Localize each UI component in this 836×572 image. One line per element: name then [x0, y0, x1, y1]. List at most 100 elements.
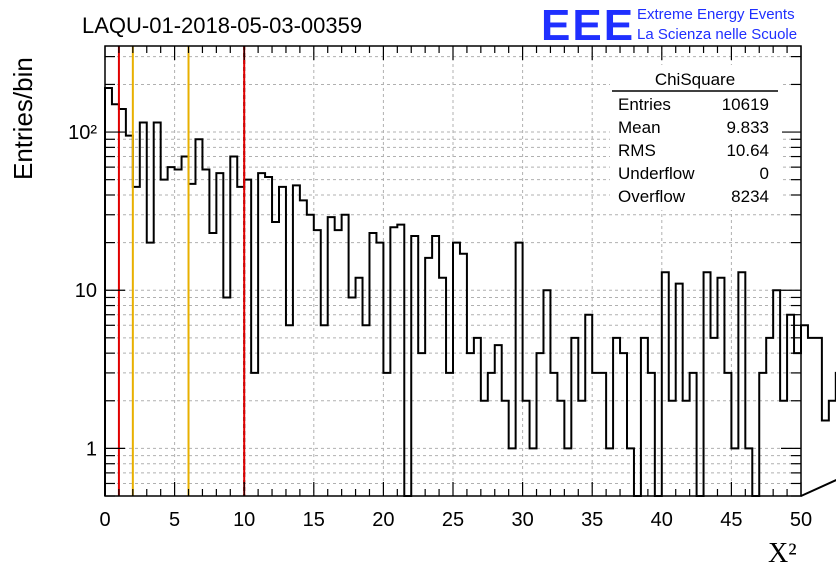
- stats-value-overflow: 8234: [731, 187, 769, 206]
- stats-value-entries: 10619: [722, 95, 769, 114]
- x-tick-label: 45: [720, 509, 742, 531]
- x-tick-label: 0: [99, 509, 110, 531]
- histogram-bin: [112, 104, 119, 496]
- histogram-bin: [140, 122, 147, 496]
- logo-line-2: La Scienza nelle Scuole: [637, 26, 797, 43]
- x-tick-label: 35: [581, 509, 603, 531]
- histogram-bin: [766, 338, 773, 496]
- stats-value-rms: 10.64: [726, 141, 769, 160]
- histogram-bin: [516, 243, 523, 496]
- histogram-bin: [230, 157, 237, 496]
- histogram-bin: [585, 315, 592, 496]
- y-tick-label: 1: [86, 438, 97, 460]
- stats-label-entries: Entries: [618, 95, 671, 114]
- histogram-bin: [432, 236, 439, 496]
- histogram-bin: [147, 243, 154, 496]
- stats-label-overflow: Overflow: [618, 187, 686, 206]
- histogram-bin: [349, 297, 356, 496]
- histogram-bin: [418, 353, 425, 496]
- stats-box: ChiSquare Entries 10619 Mean 9.833 RMS 1…: [610, 65, 782, 210]
- x-tick-label: 20: [372, 509, 394, 531]
- y-tick-label: 10: [75, 280, 97, 302]
- histogram-bin: [648, 373, 655, 496]
- histogram-bin: [571, 338, 578, 496]
- axes: 0 5 10 15 20 25 30 35 40 45 50 1 10 10²: [68, 45, 812, 531]
- histogram-bin: [195, 139, 202, 496]
- histogram-bin: [794, 353, 801, 496]
- histogram-bin: [258, 173, 265, 496]
- histogram-bin: [279, 187, 286, 496]
- histogram-bin: [550, 373, 557, 496]
- histogram-bin: [272, 222, 279, 496]
- histogram-bin: [808, 338, 815, 496]
- histogram-bin: [425, 258, 432, 496]
- histogram-bin: [599, 373, 606, 496]
- histogram-bin: [105, 88, 112, 496]
- x-tick-label: 10: [233, 509, 255, 531]
- histogram-bin: [293, 185, 300, 496]
- histogram-bin: [251, 373, 258, 496]
- histogram-bin: [126, 136, 133, 496]
- histogram-bin: [307, 215, 314, 496]
- histogram-bin: [641, 338, 648, 496]
- histogram-bin: [369, 233, 376, 496]
- histogram-bin: [376, 243, 383, 496]
- histogram-bin: [383, 373, 390, 496]
- x-tick-label: 15: [303, 509, 325, 531]
- histogram-bin: [773, 290, 780, 496]
- x-tick-label: 40: [651, 509, 673, 531]
- stats-value-mean: 9.833: [726, 118, 769, 137]
- stats-box-background: [610, 65, 782, 210]
- x-tick-label: 5: [169, 509, 180, 531]
- histogram-bin: [237, 187, 244, 496]
- histogram-bin: [467, 353, 474, 496]
- histogram-bin: [321, 325, 328, 496]
- histogram-bin: [223, 297, 230, 496]
- histogram-bin: [363, 325, 370, 496]
- logo-line-1: Extreme Energy Events: [637, 6, 795, 23]
- stats-value-underflow: 0: [760, 164, 769, 183]
- histogram-bin: [300, 200, 307, 496]
- histogram-bin: [537, 353, 544, 496]
- histogram-bin: [724, 373, 731, 496]
- histogram-bin: [154, 122, 161, 496]
- histogram-bin: [711, 338, 718, 496]
- histogram-outline: [104, 86, 836, 497]
- histogram-bin: [474, 338, 481, 496]
- histogram-bin: [488, 373, 495, 496]
- histogram-bin: [202, 169, 209, 496]
- histogram-bin: [690, 373, 697, 496]
- histogram-bin: [216, 173, 223, 496]
- histogram-bin: [801, 325, 808, 496]
- histogram-bin: [543, 290, 550, 496]
- histogram-bin: [613, 338, 620, 496]
- histogram-bin: [759, 373, 766, 496]
- histogram-bin: [182, 157, 189, 496]
- threshold-lines: [117, 46, 246, 496]
- histogram-bin: [411, 236, 418, 496]
- histogram-bin: [286, 325, 293, 496]
- histogram-bin: [592, 373, 599, 496]
- eee-logo-mark: EEE: [541, 1, 635, 50]
- x-tick-label: 30: [511, 509, 533, 531]
- x-tick-label: 50: [790, 509, 812, 531]
- stats-label-mean: Mean: [618, 118, 661, 137]
- histogram-bin: [189, 184, 196, 496]
- histogram-bin: [620, 353, 627, 496]
- histogram-bin: [209, 233, 216, 496]
- histogram-bin: [815, 338, 822, 496]
- x-axis-label: X²: [768, 538, 797, 569]
- histogram-bin: [133, 187, 140, 496]
- y-axis-label: Entries/bin: [8, 57, 38, 180]
- histogram-bin: [175, 169, 182, 496]
- histogram-bin: [787, 315, 794, 496]
- stats-title: ChiSquare: [655, 70, 735, 89]
- histogram-bin: [453, 243, 460, 496]
- x-tick-label: 25: [442, 509, 464, 531]
- histogram-bin: [328, 217, 335, 496]
- histogram-series: [104, 86, 836, 497]
- stats-label-rms: RMS: [618, 141, 656, 160]
- histogram-bin: [168, 167, 175, 496]
- eee-logo: EEE Extreme Energy Events La Scienza nel…: [541, 1, 797, 50]
